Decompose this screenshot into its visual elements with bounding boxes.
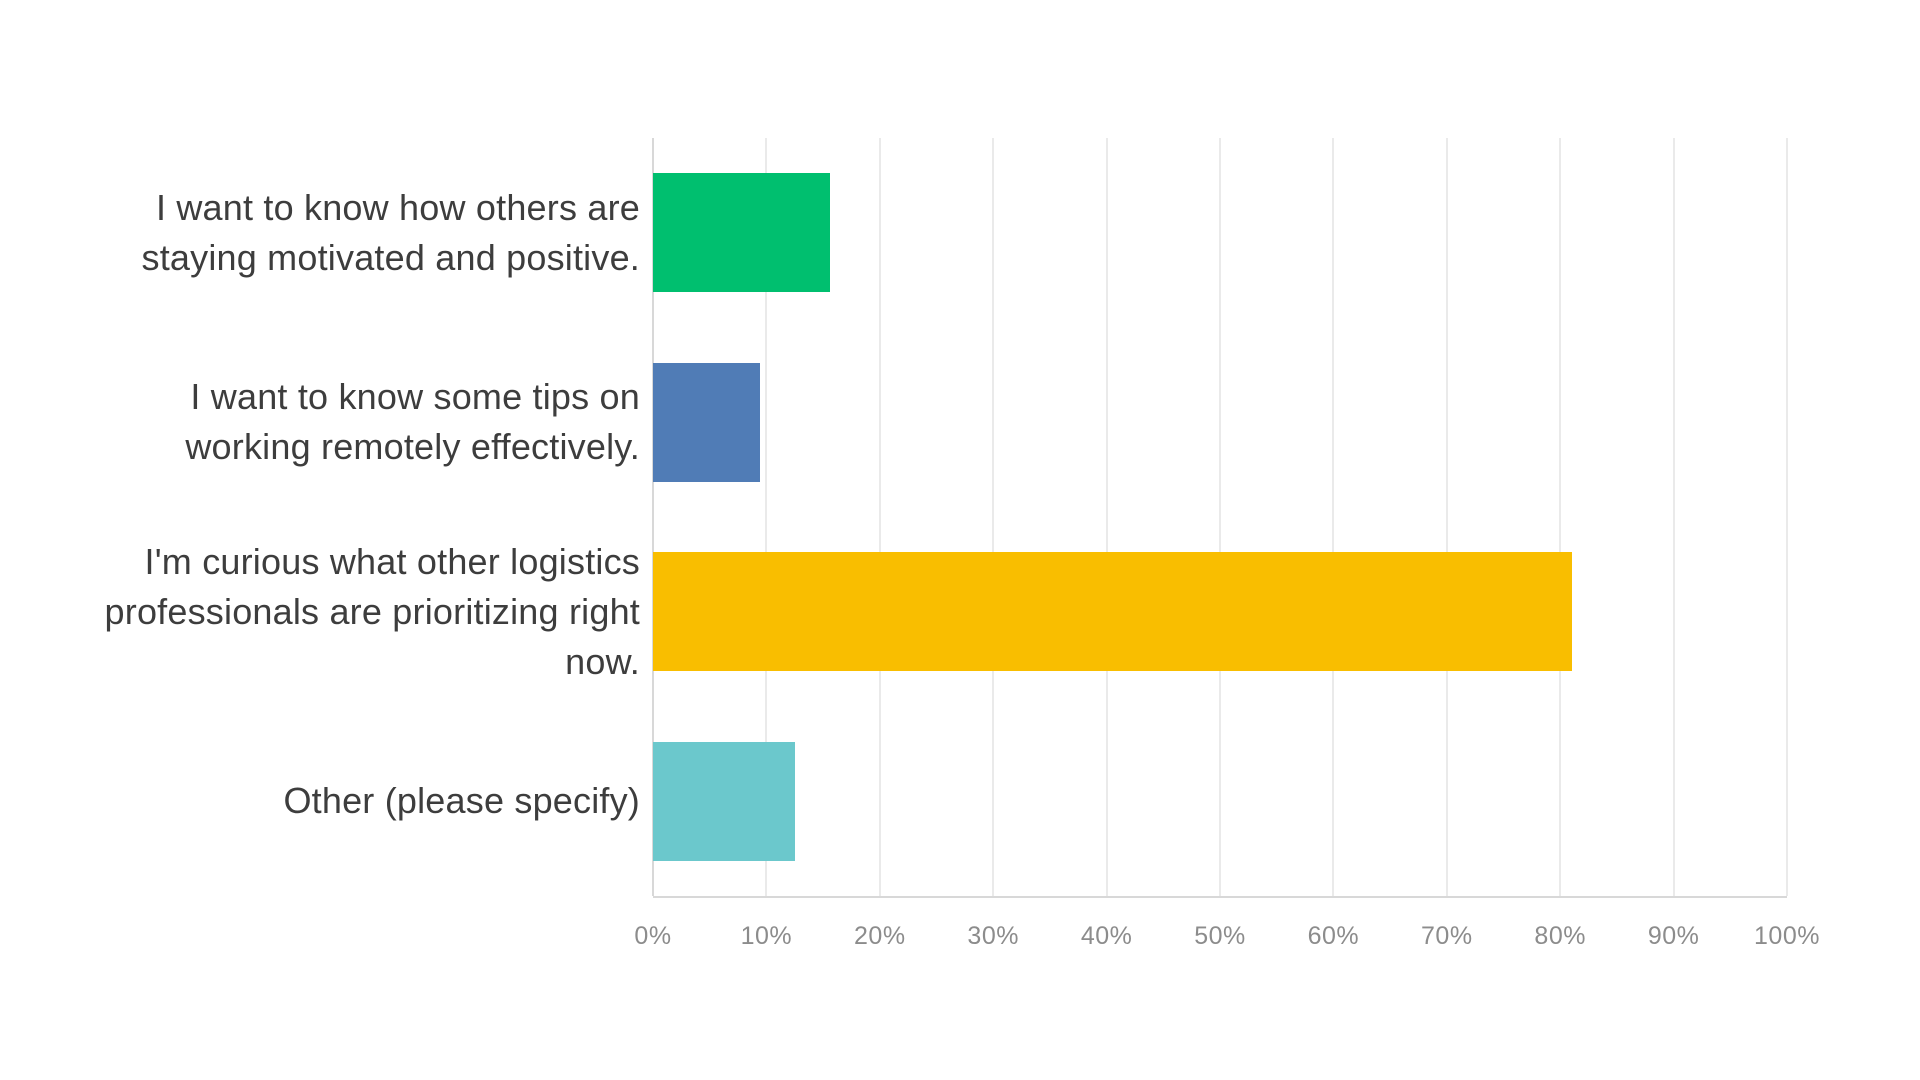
category-label: I'm curious what other logistics profess… — [104, 540, 640, 682]
x-tick-label: 80% — [1534, 922, 1586, 950]
x-tick-label: 100% — [1754, 922, 1820, 950]
bar-row — [653, 138, 1787, 328]
bar-3 — [653, 552, 1572, 672]
category-label: I want to know how others are staying mo… — [141, 186, 640, 278]
bars-layer — [653, 138, 1787, 896]
gridline — [878, 138, 881, 896]
x-tick-label: 20% — [854, 922, 906, 950]
x-tick-label: 40% — [1080, 922, 1133, 950]
x-axis-tick-labels: 0% 10% 20% 30% 40% 50% 60% 70% 80% 90% 100% — [634, 922, 1819, 962]
bar-2 — [653, 362, 760, 482]
category-label-cell: Other (please specify) — [65, 707, 640, 897]
category-label: I want to know some tips on working remo… — [185, 376, 640, 468]
bar-row — [653, 517, 1787, 707]
x-tick-label: 70% — [1421, 922, 1473, 950]
x-axis-line — [653, 896, 1787, 898]
gridline — [1559, 138, 1562, 896]
bar-row — [653, 328, 1787, 518]
gridline — [992, 138, 995, 896]
x-tick-label: 0% — [634, 922, 672, 950]
x-tick-label: 90% — [1647, 922, 1700, 950]
category-labels: I want to know how others are staying mo… — [65, 138, 640, 896]
category-label-cell: I'm curious what other logistics profess… — [65, 517, 640, 707]
bar-row — [653, 707, 1787, 897]
gridline — [1445, 138, 1448, 896]
bar-1 — [653, 173, 830, 293]
gridline — [1332, 138, 1335, 896]
gridline — [1105, 138, 1108, 896]
category-label-cell: I want to know how others are staying mo… — [65, 138, 640, 328]
y-axis-line — [652, 138, 654, 896]
category-label-cell: I want to know some tips on working remo… — [65, 328, 640, 518]
bar-4 — [653, 741, 795, 861]
plot-area — [652, 138, 1788, 898]
gridline — [1672, 138, 1675, 896]
category-label: Other (please specify) — [283, 780, 640, 822]
x-tick-label: 10% — [740, 922, 793, 950]
x-tick-label: 60% — [1307, 922, 1360, 950]
gridline — [765, 138, 768, 896]
x-tick-label: 50% — [1194, 922, 1246, 950]
gridline — [1219, 138, 1221, 896]
x-tick-label: 30% — [967, 922, 1019, 950]
gridline — [1786, 138, 1788, 896]
